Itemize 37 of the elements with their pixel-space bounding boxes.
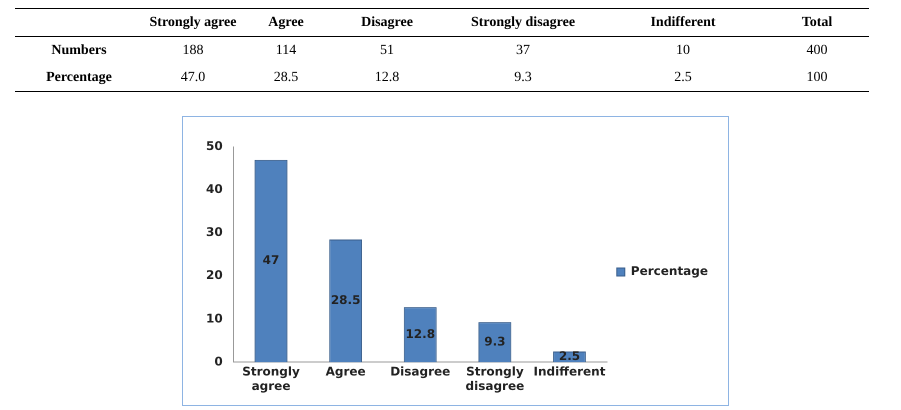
y-tick-label: 0 — [214, 354, 223, 368]
data-label: 37 — [515, 42, 531, 60]
x-tick-label: Strongly disagree — [465, 364, 524, 393]
legend-label: Percentage — [630, 264, 708, 278]
category-label: Agree — [267, 14, 305, 32]
x-tick-label: Strongly agree — [242, 364, 300, 393]
y-tick-label: 20 — [206, 268, 223, 282]
data-label: 47.0 — [180, 68, 206, 86]
data-label: 188 — [182, 42, 204, 60]
data-label: 12.8 — [405, 326, 436, 341]
text: Percentage — [45, 68, 113, 86]
data-label: 51 — [379, 42, 395, 60]
y-tick-label: 50 — [206, 139, 223, 154]
x-tick-label: Agree — [326, 364, 366, 379]
data-label: 28.5 — [272, 68, 300, 86]
category-label: Total — [800, 14, 834, 32]
data-label: 400 — [806, 42, 828, 60]
category-label: Disagree — [360, 14, 414, 32]
x-tick-label: Indifferent — [534, 364, 606, 379]
y-tick-label: 10 — [206, 311, 223, 326]
data-label: 9.3 — [484, 334, 506, 348]
data-label: 9.3 — [513, 68, 533, 86]
data-label: 28.5 — [330, 292, 360, 307]
data-label: 2.5 — [558, 348, 580, 363]
text: Numbers — [50, 42, 108, 60]
category-label: Strongly disagree — [470, 14, 576, 32]
data-label: 47 — [262, 253, 280, 268]
x-tick-label: Disagree — [390, 364, 450, 379]
data-label: 12.8 — [374, 68, 400, 86]
category-label: Strongly agree — [148, 14, 238, 32]
y-tick-label: 40 — [206, 182, 223, 196]
data-label: 114 — [274, 42, 298, 60]
data-label: 100 — [806, 68, 828, 86]
data-label: 2.5 — [673, 68, 693, 86]
data-label: 10 — [675, 42, 691, 60]
y-tick-label: 30 — [206, 225, 223, 240]
category-label: Indifferent — [649, 14, 717, 32]
